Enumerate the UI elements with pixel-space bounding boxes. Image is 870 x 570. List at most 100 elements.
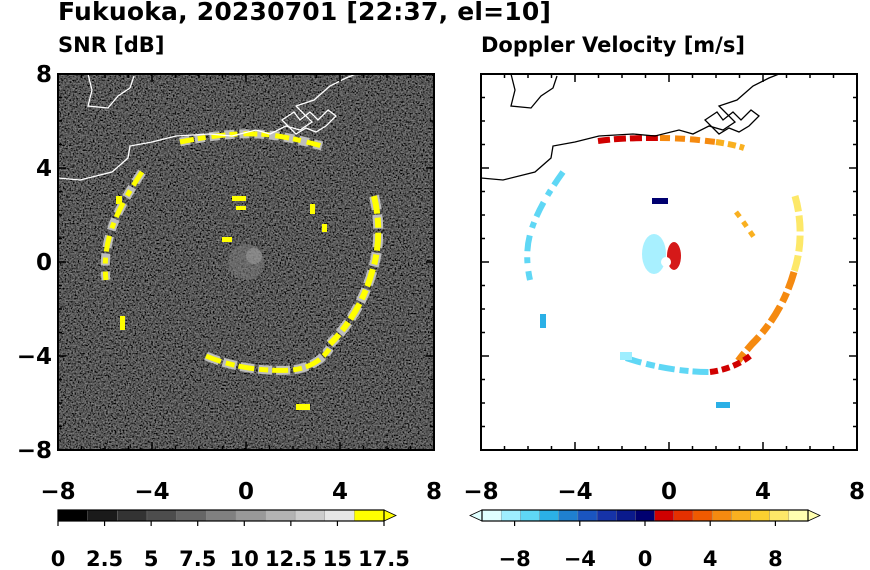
snr-colorbar-tick-label: 10 <box>230 547 259 570</box>
doppler-colorbar-segment <box>692 509 713 522</box>
doppler-echo-south <box>709 353 752 375</box>
doppler-x-tick-label: −8 <box>463 479 498 505</box>
doppler-echo-south <box>625 355 711 375</box>
snr-y-tick-label: −4 <box>17 344 52 370</box>
snr-x-tick-label: −8 <box>40 479 75 505</box>
snr-colorbar-tick-label: 15 <box>323 547 352 570</box>
snr-colorbar-segment <box>57 509 89 522</box>
doppler-colorbar-segment <box>769 509 790 522</box>
snr-echo-inner <box>232 196 246 201</box>
doppler-echo-north <box>597 135 661 144</box>
doppler-colorbar-segment <box>616 509 636 522</box>
doppler-echo-southeast <box>716 402 730 408</box>
snr-colorbar-labels: 0 2.5 5 7.5 10 12.5 15 17.5 <box>51 547 410 570</box>
snr-colorbar-segment <box>205 509 237 522</box>
doppler-colorbar-segment <box>577 509 598 522</box>
doppler-panel-title: Doppler Velocity [m/s] <box>481 33 745 57</box>
snr-colorbar-segment <box>324 509 355 522</box>
doppler-colorbar-segment <box>520 509 541 522</box>
doppler-coastline <box>481 74 780 181</box>
doppler-colorbar-segment <box>500 509 521 522</box>
doppler-colorbar-segment <box>596 509 617 522</box>
doppler-echo-inner <box>652 198 668 204</box>
figure-title: Fukuoka, 20230701 [22:37, el=10] <box>58 0 552 26</box>
doppler-colorbar-segment <box>654 509 675 522</box>
doppler-colorbar-segment <box>711 509 732 522</box>
snr-colorbar-segment <box>146 509 178 522</box>
doppler-echo-north <box>659 135 717 145</box>
snr-panel: −8 −4 0 4 8 8 4 0 −4 −8 <box>17 62 442 505</box>
doppler-echo-southwest <box>620 352 632 360</box>
snr-colorbar-tick-label: 5 <box>144 547 159 570</box>
snr-echo-inner <box>236 206 246 210</box>
doppler-radar-center <box>661 257 671 267</box>
snr-colorbar-segment <box>265 509 296 522</box>
doppler-colorbar-tick-label: 0 <box>638 547 653 570</box>
doppler-echo-north <box>715 139 745 151</box>
snr-colorbar-segment <box>294 509 326 522</box>
doppler-colorbar-tick-label: 4 <box>703 547 718 570</box>
snr-echo-north <box>179 131 323 149</box>
doppler-x-tick-label: 4 <box>755 479 771 505</box>
snr-y-tick-label: 4 <box>36 156 52 182</box>
doppler-x-tick-label: 0 <box>661 479 677 505</box>
snr-y-tick-label: 8 <box>36 62 52 88</box>
doppler-colorbar-extend-max <box>807 509 821 522</box>
doppler-x-tick-label: −4 <box>557 479 592 505</box>
doppler-echo-east <box>790 195 804 274</box>
doppler-colorbar-segment <box>558 509 579 522</box>
snr-colorbar-tick-label: 7.5 <box>179 547 216 570</box>
doppler-colorbar-labels: −8 −4 0 4 8 <box>498 547 782 570</box>
doppler-colorbar-segment <box>788 509 809 522</box>
doppler-colorbar-segment <box>635 509 656 522</box>
snr-x-tick-label: 0 <box>238 479 254 505</box>
doppler-axis-tick-labels: −8 −4 0 4 8 <box>463 479 865 505</box>
doppler-colorbar-segment <box>539 509 560 522</box>
snr-echo-east <box>327 195 382 347</box>
snr-colorbar-tick-label: 17.5 <box>358 547 410 570</box>
doppler-echo-east-inner <box>734 210 759 242</box>
snr-colorbar-segment <box>176 509 207 522</box>
snr-echo-layer <box>100 129 384 410</box>
snr-colorbar-segment <box>354 509 385 522</box>
doppler-colorbar-segment <box>731 509 751 522</box>
snr-colorbar-tick-label: 0 <box>51 547 66 570</box>
doppler-colorbar-extend-min <box>469 509 483 522</box>
snr-x-tick-label: −4 <box>134 479 169 505</box>
snr-echo-inner <box>222 237 232 242</box>
doppler-echo-west-lower <box>540 314 546 328</box>
snr-radar-center <box>228 244 264 280</box>
snr-colorbar-segment <box>87 509 118 522</box>
snr-panel-title: SNR [dB] <box>58 33 165 57</box>
doppler-echo-center-approaching <box>642 234 666 274</box>
snr-echo-inner <box>322 224 327 232</box>
snr-y-tick-label: 0 <box>36 250 52 276</box>
snr-echo-west-lower <box>120 316 125 330</box>
snr-echo-west-upper <box>116 196 122 204</box>
snr-colorbar-frame <box>57 509 385 522</box>
snr-colorbar <box>57 509 397 526</box>
snr-echo-west <box>102 170 145 281</box>
doppler-colorbar-tick-label: 8 <box>768 547 783 570</box>
snr-echo-south <box>205 346 333 373</box>
snr-x-tick-label: 4 <box>332 479 348 505</box>
snr-y-tick-label: −8 <box>17 438 52 464</box>
doppler-colorbar-segment <box>481 509 502 522</box>
doppler-echo-layer <box>524 135 804 408</box>
doppler-colorbar-segment <box>750 509 771 522</box>
doppler-colorbar-tick-label: −4 <box>564 547 596 570</box>
snr-echo-southeast <box>296 404 310 410</box>
doppler-colorbar <box>469 509 821 526</box>
doppler-echo-east <box>733 271 798 366</box>
snr-x-tick-label: 8 <box>426 479 442 505</box>
snr-coastline <box>58 74 357 181</box>
snr-colorbar-extend-max <box>383 509 397 522</box>
doppler-colorbar-tick-label: −8 <box>498 547 530 570</box>
snr-colorbar-segment <box>235 509 266 522</box>
snr-colorbar-tick-label: 2.5 <box>86 547 123 570</box>
snr-axis-ticks <box>57 73 435 451</box>
doppler-panel: −8 −4 0 4 8 <box>463 73 865 505</box>
snr-colorbar-tick-label: 12.5 <box>265 547 317 570</box>
snr-colorbar-segment <box>117 509 148 522</box>
